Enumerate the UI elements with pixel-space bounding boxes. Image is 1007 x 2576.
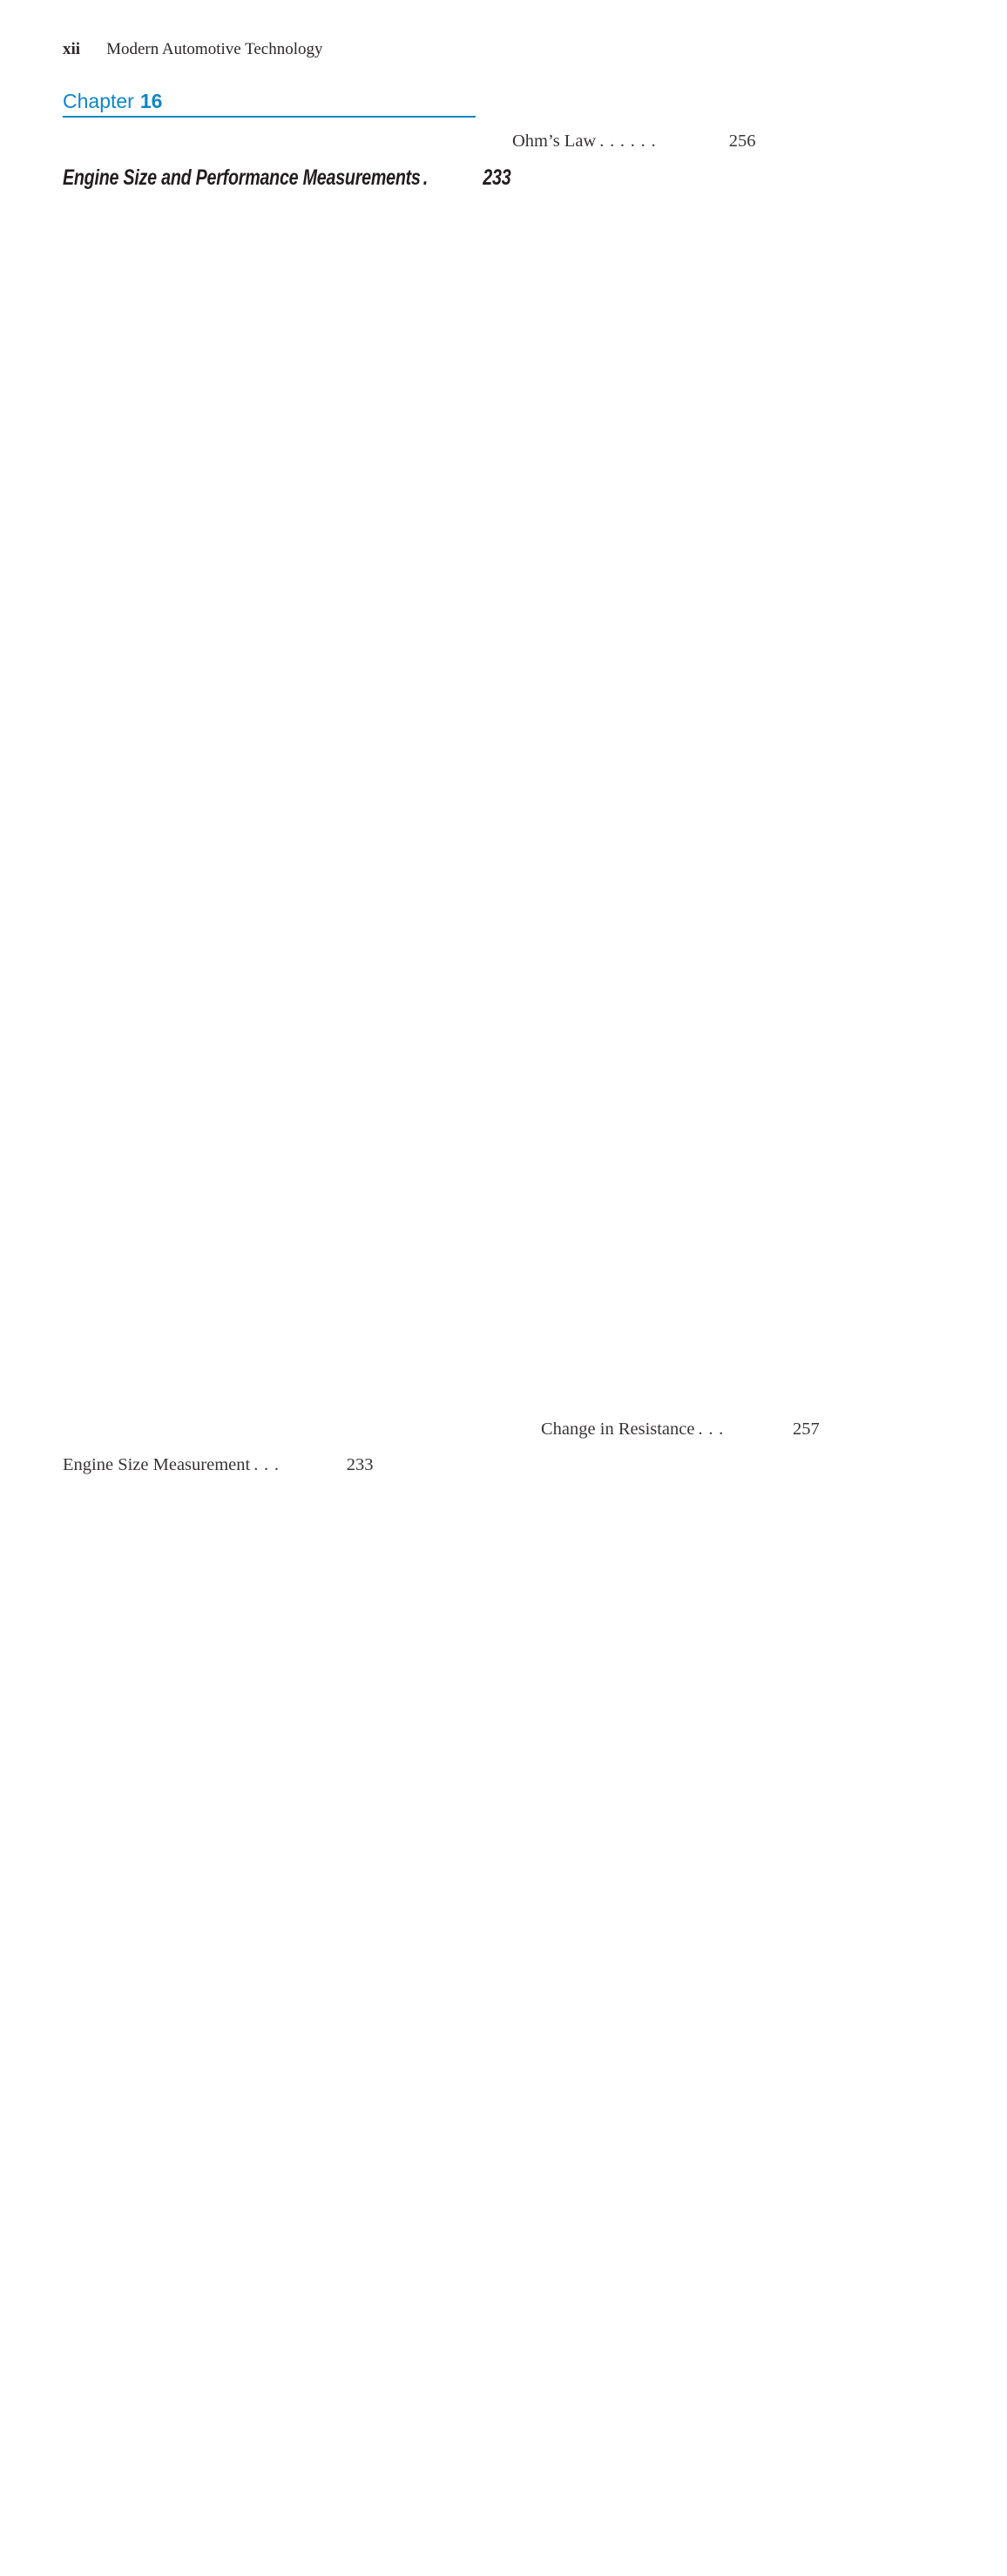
chapter-title-wrap: Engine Size and Performance Measurements…	[63, 125, 511, 1413]
folio-page-number: xii	[63, 40, 81, 58]
toc-entry-label: Engine Size Measurement	[63, 1455, 251, 1474]
left-column: Chapter 16 Engine Size and Performance Mea…	[63, 91, 511, 2576]
dot-leader	[423, 165, 430, 191]
dot-leader	[253, 1454, 280, 1476]
chapter-number: 16	[139, 90, 163, 112]
chapter-block: Chapter 16 Engine Size and Performance Mea…	[63, 91, 511, 2576]
toc-entry-page: 257	[793, 1419, 820, 1439]
toc-entry-label: Ohm’s Law	[512, 131, 597, 151]
chapter-word: Chapter	[63, 90, 134, 112]
chapter-title: Engine Size and Performance Measurements	[63, 165, 421, 190]
toc-columns: Chapter 16 Engine Size and Performance Mea…	[63, 91, 925, 2576]
toc-entry: Ohm’s Law 256	[512, 91, 925, 1379]
dot-leader	[599, 131, 662, 152]
chapter-heading: Chapter 16	[63, 91, 476, 118]
toc-entry: Change in Resistance 257	[512, 1379, 925, 2576]
dot-leader	[698, 1419, 726, 1440]
toc-entry-page: 256	[728, 131, 756, 151]
page-header: xii Modern Automotive Technology	[63, 40, 925, 59]
toc-entry-label: Change in Resistance	[541, 1419, 695, 1439]
toc-page: xii Modern Automotive Technology Chapter…	[0, 0, 1007, 1288]
toc-entry: Engine Size Measurement 233	[63, 1414, 476, 2576]
running-title: Modern Automotive Technology	[106, 40, 323, 58]
chapter-title-row: Engine Size and Performance Measurements…	[63, 125, 511, 1413]
toc-entry-page: 233	[346, 1455, 374, 1474]
chapter-title-page: 233	[483, 165, 511, 190]
